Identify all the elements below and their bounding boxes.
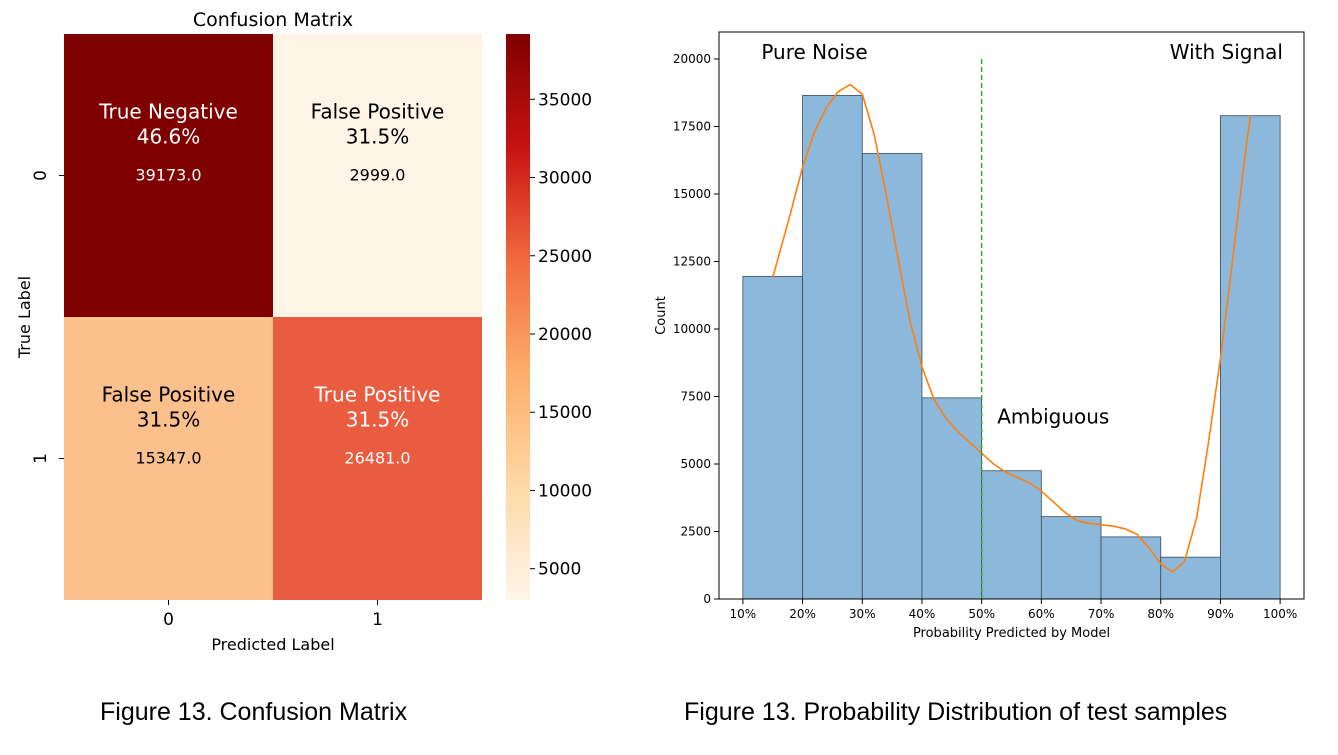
- histogram-bar: [802, 95, 863, 600]
- cm-cell-value-label: 15347.0: [135, 449, 201, 468]
- hist-x-tick-label: 40%: [909, 607, 936, 621]
- figure-caption-probability-distribution: Figure 13. Probability Distribution of t…: [684, 698, 1228, 726]
- cm-y-tick-label: 0: [31, 170, 51, 181]
- hist-x-tick-label: 60%: [1028, 607, 1055, 621]
- hist-x-tick-label: 50%: [968, 607, 995, 621]
- cm-cell-value-label: 2999.0: [350, 166, 406, 185]
- histogram-bar: [1160, 556, 1221, 600]
- histogram-bar: [921, 397, 983, 600]
- confusion-matrix-panel: Confusion Matrix True Negative 46.6% 39173.…: [0, 0, 640, 680]
- cm-cell-percent-label: 46.6%: [137, 125, 201, 149]
- histogram-bar: [1100, 536, 1162, 600]
- hist-x-axis-label: Probability Predicted by Model: [913, 626, 1110, 641]
- cm-y-tick-label: 1: [31, 453, 51, 464]
- histogram-bar: [981, 470, 1042, 600]
- cm-cell-name-label: False Positive: [311, 100, 445, 124]
- histogram-bar: [742, 275, 803, 600]
- hist-x-tick-label: 100%: [1263, 607, 1297, 621]
- hist-y-tick-label: 10000: [673, 322, 711, 336]
- colorbar-tick-label: 30000: [538, 169, 592, 189]
- cm-cell-0-1: [273, 34, 482, 317]
- colorbar-tick-label: 5000: [538, 560, 581, 580]
- cm-x-axis-label: Predicted Label: [211, 635, 334, 654]
- hist-x-tick-label: 70%: [1088, 607, 1115, 621]
- cm-cell-1-0: [64, 317, 273, 600]
- histogram-bar: [1220, 115, 1281, 600]
- cm-x-tick-label: 0: [163, 610, 174, 630]
- hist-y-tick-label: 12500: [673, 255, 711, 269]
- cm-cell-name-label: True Positive: [314, 383, 441, 407]
- hist-y-tick-label: 2500: [680, 525, 711, 539]
- hist-x-tick-label: 30%: [849, 607, 876, 621]
- kde-curve: [771, 83, 1252, 574]
- cm-x-tick-label: 1: [372, 610, 383, 630]
- cm-title: Confusion Matrix: [193, 9, 353, 31]
- colorbar: [506, 34, 530, 600]
- plot-frame: [718, 31, 1305, 600]
- colorbar-tick-label: 25000: [538, 247, 592, 267]
- cm-cell-percent-label: 31.5%: [346, 408, 410, 432]
- annotation-pure-noise: Pure Noise: [761, 40, 867, 64]
- histogram-bar: [1040, 516, 1102, 600]
- figure-caption-confusion-matrix: Figure 13. Confusion Matrix: [100, 698, 408, 726]
- histogram-bar: [861, 153, 923, 600]
- cm-cell-1-1: [273, 317, 482, 600]
- hist-y-tick-label: 17500: [673, 120, 711, 134]
- hist-x-tick-label: 10%: [730, 607, 757, 621]
- hist-y-tick-label: 20000: [673, 52, 711, 66]
- cm-y-axis-label: True Label: [15, 276, 34, 359]
- annotation-ambiguous: Ambiguous: [997, 405, 1109, 429]
- cm-cell-value-label: 39173.0: [135, 166, 201, 185]
- colorbar-tick-label: 15000: [538, 403, 592, 423]
- hist-y-tick-label: 7500: [680, 390, 711, 404]
- cm-cell-0-0: [64, 34, 273, 317]
- hist-x-tick-label: 20%: [789, 607, 816, 621]
- probability-histogram-chart: 0 2500 5000 7500 10000 12500 15000 17500 20000 10…: [654, 31, 1305, 641]
- cm-cell-name-label: True Negative: [98, 100, 238, 124]
- hist-y-tick-label: 5000: [680, 457, 711, 471]
- cm-cell-percent-label: 31.5%: [137, 408, 201, 432]
- cm-cell-percent-label: 31.5%: [346, 125, 410, 149]
- colorbar-tick-label: 35000: [538, 90, 592, 110]
- hist-y-tick-label: 0: [703, 592, 711, 606]
- probability-histogram-panel: 0 2500 5000 7500 10000 12500 15000 17500 20000 10…: [640, 0, 1338, 680]
- cm-cell-name-label: False Positive: [102, 383, 236, 407]
- hist-x-tick-label: 90%: [1207, 607, 1234, 621]
- colorbar-tick-label: 10000: [538, 481, 592, 501]
- colorbar-tick-label: 20000: [538, 325, 592, 345]
- annotation-with-signal: With Signal: [1170, 40, 1283, 64]
- hist-x-tick-label: 80%: [1147, 607, 1174, 621]
- cm-cell-value-label: 26481.0: [344, 449, 410, 468]
- hist-y-axis-label: Count: [654, 296, 669, 335]
- hist-y-tick-label: 15000: [673, 187, 711, 201]
